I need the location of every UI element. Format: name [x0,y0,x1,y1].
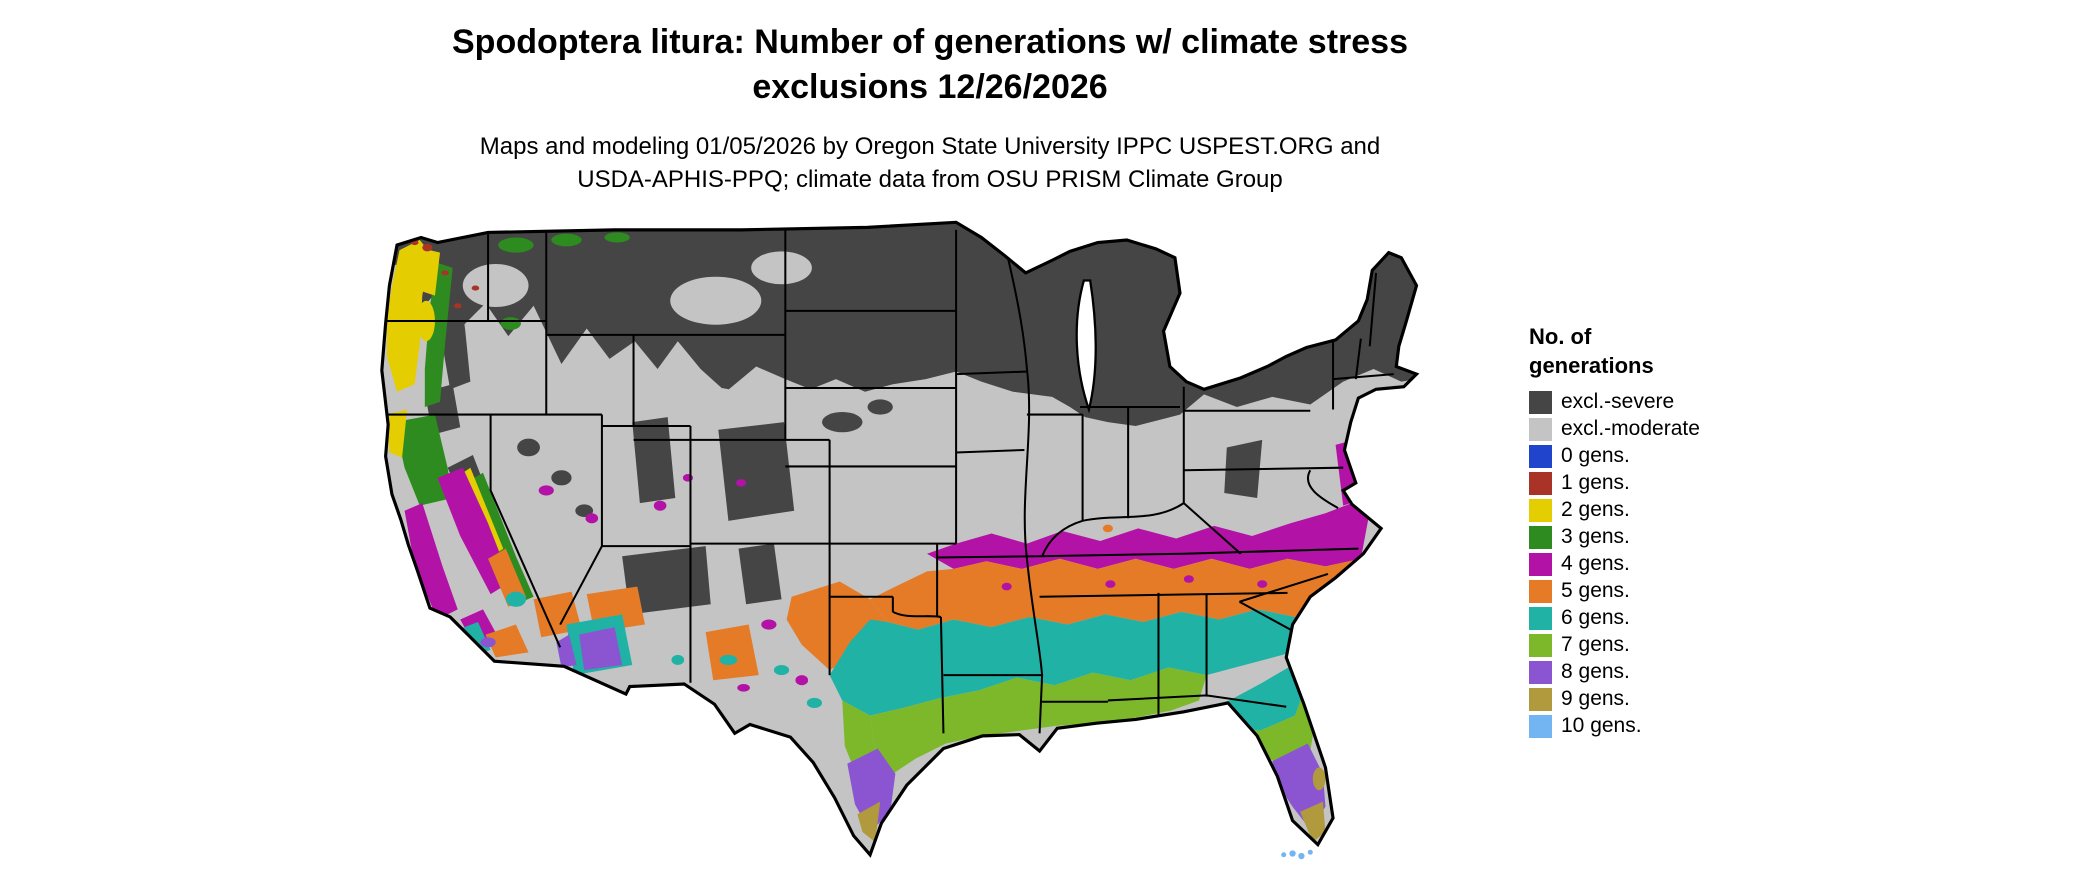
legend-item-9-gens: 9 gens. [1529,687,1700,711]
legend-title-line-2: generations [1529,352,1654,378]
map-and-legend: No. of generations excl.-severe excl.-mo… [298,197,2100,875]
legend-item-5-gens: 5 gens. [1529,579,1700,603]
legend-label: 4 gens. [1561,552,1630,576]
region-10-gens-keys [1281,849,1313,860]
legend-label: 6 gens. [1561,606,1630,630]
legend-label: 3 gens. [1561,525,1630,549]
legend-swatch-excl-severe [1529,390,1552,414]
subtitle-line-2: USDA-APHIS-PPQ; climate data from OSU PR… [577,166,1283,194]
legend-swatch-8-gens [1529,660,1552,684]
legend-label: 10 gens. [1561,714,1642,738]
legend-label: 1 gens. [1561,471,1630,495]
subtitle-line-1: Maps and modeling 01/05/2026 by Oregon S… [479,132,1381,160]
legend-label: 5 gens. [1561,579,1630,603]
legend-item-0-gens: 0 gens. [1529,444,1700,468]
legend-item-2-gens: 2 gens. [1529,498,1700,522]
legend-label: 2 gens. [1561,498,1630,522]
legend-swatch-9-gens [1529,687,1552,711]
legend-label: excl.-severe [1561,390,1675,414]
legend-item-10-gens: 10 gens. [1529,714,1700,738]
legend-item-3-gens: 3 gens. [1529,525,1700,549]
legend-label: excl.-moderate [1561,417,1700,441]
legend-item-8-gens: 8 gens. [1529,660,1700,684]
state-borders [381,229,1394,734]
page-title-line-1: Spodoptera litura: Number of generations… [452,23,1408,61]
legend-swatch-6-gens [1529,606,1552,630]
legend-item-excl-severe: excl.-severe [1529,390,1700,414]
legend-title: No. of generations [1529,323,1700,380]
legend-item-6-gens: 6 gens. [1529,606,1700,630]
legend-title-line-1: No. of [1529,323,1592,349]
legend-item-excl-moderate: excl.-moderate [1529,417,1700,441]
legend-swatch-7-gens [1529,633,1552,657]
region-9-gens [857,767,1326,843]
legend-item-4-gens: 4 gens. [1529,552,1700,576]
region-1-gens [410,239,480,309]
region-5-gens [586,558,1361,681]
legend-swatch-5-gens [1529,579,1552,603]
legend-swatch-2-gens [1529,498,1552,522]
legend-swatch-4-gens [1529,552,1552,576]
legend-swatch-0-gens [1529,444,1552,468]
region-excl-moderate-basins [462,251,812,416]
legend-swatch-3-gens [1529,525,1552,549]
legend-swatch-1-gens [1529,471,1552,495]
page-title-line-2: exclusions 12/26/2026 [752,67,1108,106]
legend-item-1-gens: 1 gens. [1529,471,1700,495]
legend-label: 9 gens. [1561,687,1630,711]
legend-label: 8 gens. [1561,660,1630,684]
legend-swatch-10-gens [1529,714,1552,738]
us-outline [380,220,1420,858]
title-block: Spodoptera litura: Number of generations… [300,0,1560,197]
raster-specks [839,524,1268,687]
subtitle-block: Maps and modeling 01/05/2026 by Oregon S… [300,130,1560,197]
legend: No. of generations excl.-severe excl.-mo… [1529,323,1700,741]
lake-michigan [1075,279,1097,414]
legend-item-7-gens: 7 gens. [1529,633,1700,657]
us-generations-map [380,220,1420,860]
legend-swatch-excl-moderate [1529,417,1552,441]
legend-label: 7 gens. [1561,633,1630,657]
legend-label: 0 gens. [1561,444,1630,468]
